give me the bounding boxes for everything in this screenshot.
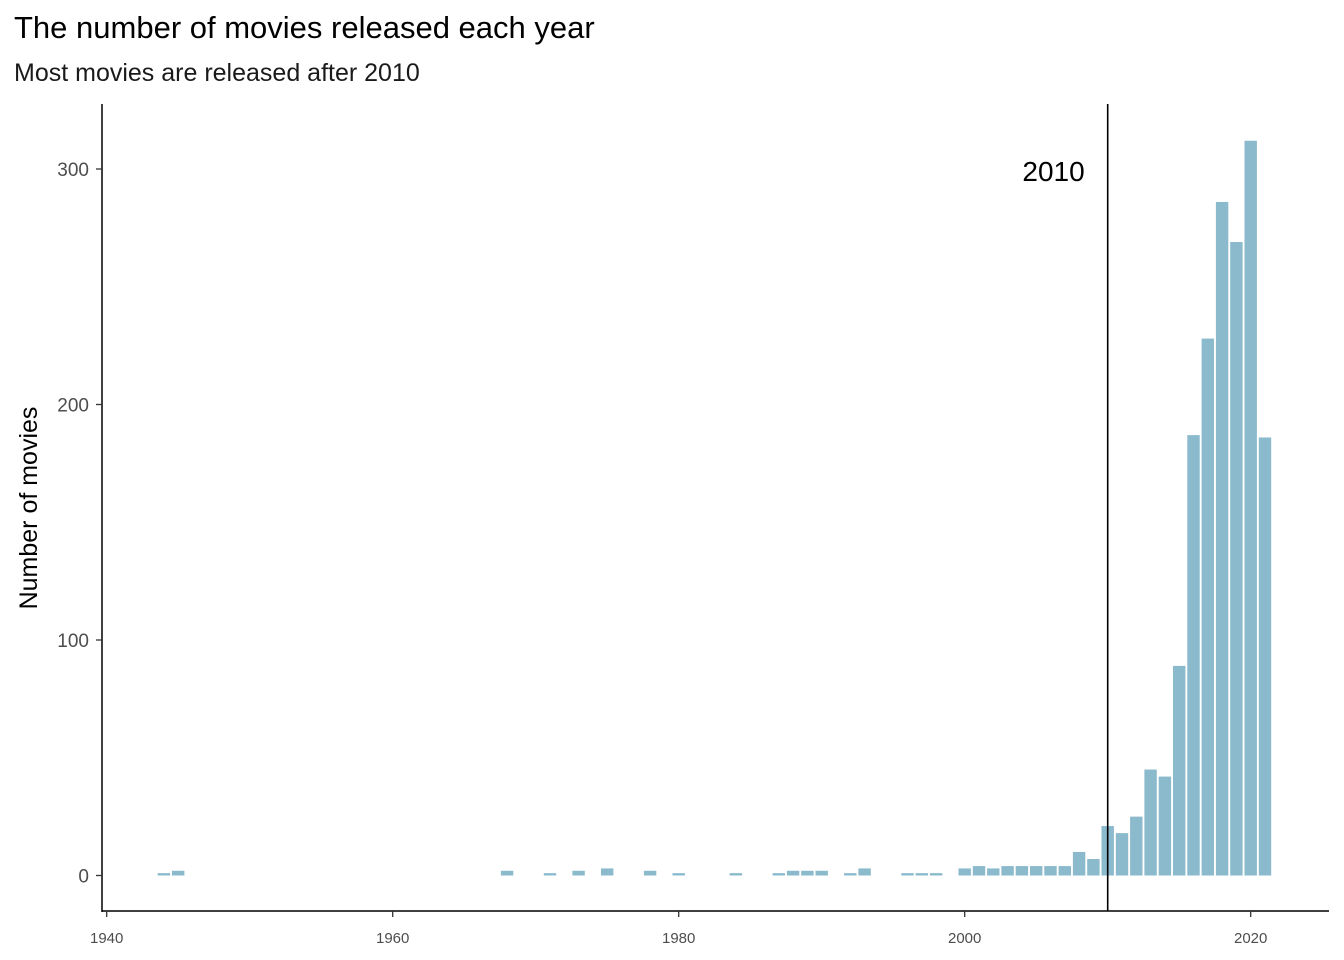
bar-2019 — [1230, 242, 1243, 876]
bar-1993 — [858, 868, 871, 876]
bar-2007 — [1058, 866, 1071, 876]
bar-2016 — [1187, 435, 1200, 876]
bar-2011 — [1115, 833, 1129, 876]
bar-2021 — [1258, 437, 1272, 876]
y-axis-ticks: 0 100 200 300 — [57, 160, 102, 888]
bar-2002 — [987, 868, 1000, 876]
bar-2020 — [1244, 140, 1257, 876]
bar-1996 — [901, 873, 914, 876]
x-tick-label-2000: 2000 — [948, 930, 981, 947]
y-tick-label-200: 200 — [57, 396, 89, 417]
y-tick-label-100: 100 — [57, 631, 89, 652]
bar-1975 — [601, 868, 614, 876]
bar-2004 — [1015, 866, 1029, 876]
bar-1971 — [543, 873, 557, 876]
bar-2003 — [1001, 866, 1014, 876]
y-tick-label-0: 0 — [78, 867, 89, 888]
bar-1978 — [643, 870, 657, 876]
x-tick-label-1960: 1960 — [376, 930, 409, 947]
bar-2017 — [1201, 338, 1214, 876]
bar-2006 — [1044, 866, 1057, 876]
reference-line-layer: 2010 — [1022, 104, 1109, 911]
bar-1984 — [729, 873, 743, 876]
bar-2005 — [1030, 866, 1043, 876]
bar-2015 — [1173, 665, 1186, 876]
bar-1992 — [844, 873, 857, 876]
bar-1997 — [915, 873, 928, 876]
chart-subtitle: Most movies are released after 2010 — [14, 59, 420, 87]
bar-2008 — [1072, 851, 1086, 876]
bar-2012 — [1130, 816, 1143, 876]
bar-2009 — [1087, 859, 1100, 876]
bar-1998 — [929, 873, 943, 876]
x-tick-label-1940: 1940 — [90, 930, 123, 947]
bars-layer — [157, 140, 1272, 876]
bar-1990 — [815, 870, 828, 876]
bar-1968 — [500, 870, 514, 876]
reference-line-label: 2010 — [1022, 156, 1084, 187]
bar-1988 — [786, 870, 800, 876]
bar-2001 — [972, 866, 986, 876]
bar-1980 — [672, 873, 685, 876]
bar-2018 — [1215, 201, 1229, 876]
bar-2013 — [1144, 769, 1157, 876]
x-axis-ticks: 1940 1960 1980 2000 2020 — [90, 911, 1267, 947]
y-tick-label-300: 300 — [57, 160, 89, 181]
y-axis-title: Number of movies — [15, 407, 43, 610]
x-tick-label-2020: 2020 — [1234, 930, 1267, 947]
bar-2000 — [958, 868, 971, 876]
bar-1973 — [572, 870, 585, 876]
bar-2014 — [1158, 776, 1172, 876]
bar-1989 — [801, 870, 814, 876]
x-tick-label-1980: 1980 — [662, 930, 695, 947]
bar-1944 — [157, 873, 171, 876]
chart-title: The number of movies released each year — [14, 10, 595, 45]
bar-1945 — [172, 870, 185, 876]
bar-1987 — [772, 873, 785, 876]
